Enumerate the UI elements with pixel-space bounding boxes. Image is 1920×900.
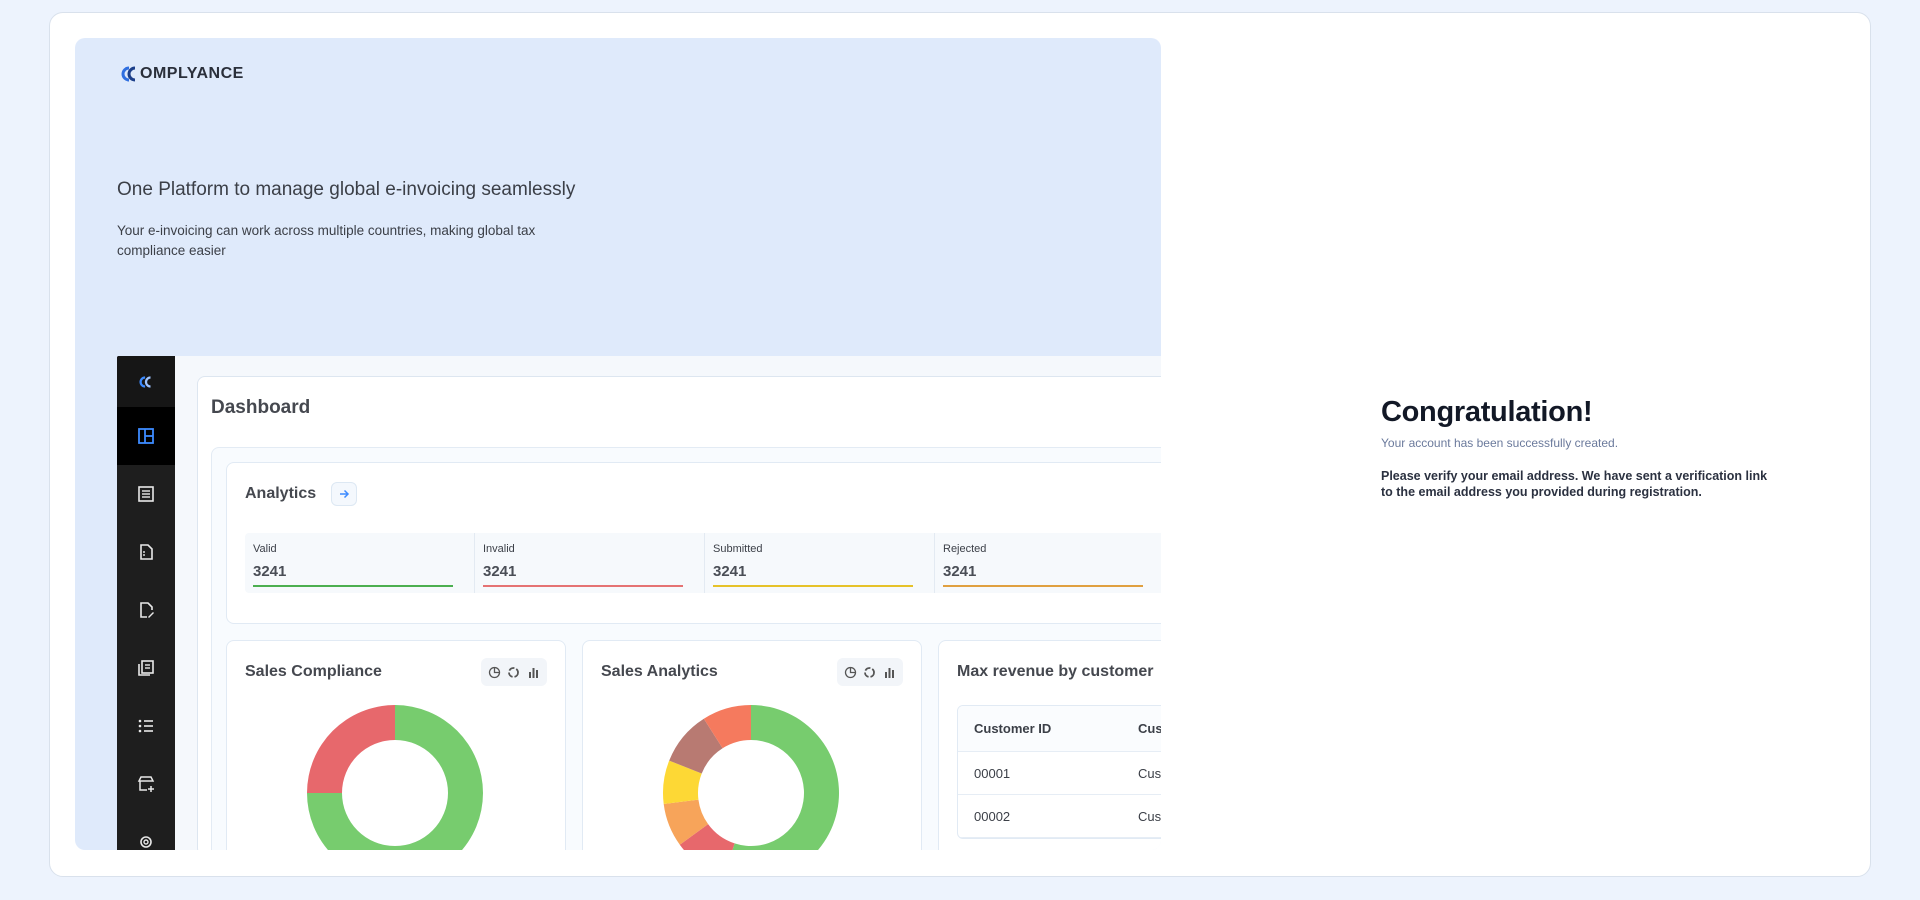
- chart-type-toggle: [837, 658, 903, 686]
- verification-instructions: Please verify your email address. We hav…: [1381, 469, 1768, 499]
- table-row[interactable]: 00001 Cust: [958, 752, 1161, 795]
- stat-label: Valid: [253, 543, 277, 555]
- list-document-icon: [138, 486, 154, 502]
- stat-value: 3241: [483, 563, 517, 580]
- table-cell: 00001: [974, 765, 1011, 781]
- logo-text: OMPLYANCE: [140, 65, 244, 82]
- stat-label: Rejected: [943, 543, 987, 555]
- sidebar-item-invoices[interactable]: [117, 465, 175, 523]
- promo-headline: One Platform to manage global e-invoicin…: [117, 179, 576, 200]
- sidebar-item-settings[interactable]: [117, 813, 175, 850]
- donut-slice: [663, 760, 702, 805]
- arrow-right-icon: [340, 489, 350, 499]
- column-header: Cust: [1138, 721, 1161, 736]
- donut-slice: [663, 799, 709, 845]
- donut-chart-toggle[interactable]: [863, 665, 877, 679]
- bar-chart-toggle[interactable]: [526, 665, 540, 679]
- sales-compliance-title: Sales Compliance: [245, 663, 382, 680]
- donut-slice: [307, 705, 483, 850]
- donut-slice: [732, 705, 839, 850]
- sidebar-logo: [117, 356, 175, 407]
- sales-analytics-card: Sales Analytics: [582, 640, 922, 850]
- stat-value: 3241: [253, 563, 287, 580]
- file-icon: [140, 544, 153, 560]
- confirmation-subtitle: Your account has been successfully creat…: [1381, 436, 1619, 450]
- sales-analytics-donut: [663, 705, 839, 850]
- pie-chart-toggle[interactable]: [488, 665, 502, 679]
- pie-chart-toggle[interactable]: [844, 665, 858, 679]
- table-cell: 00002: [974, 808, 1011, 824]
- dashboard-content: Analytics Valid 3241: [211, 447, 1161, 850]
- donut-slice: [307, 705, 395, 793]
- bar-chart-icon: [884, 667, 894, 678]
- sidebar-item-list[interactable]: [117, 697, 175, 755]
- analytics-open-button[interactable]: [331, 482, 357, 506]
- pie-icon: [845, 666, 857, 678]
- stat-invalid: Invalid 3241: [475, 533, 705, 593]
- stat-line: [253, 585, 453, 587]
- documents-icon: [138, 660, 154, 676]
- signup-card: OMPLYANCE One Platform to manage global …: [49, 12, 1871, 877]
- confirmation-message: Congratulation! Your account has been su…: [1381, 396, 1781, 500]
- stat-value: 3241: [943, 563, 977, 580]
- column-header: Customer ID: [974, 721, 1052, 736]
- bar-chart-icon: [528, 667, 538, 678]
- donut-chart-toggle[interactable]: [507, 665, 521, 679]
- sidebar-item-reports[interactable]: [117, 639, 175, 697]
- dashboard-sidebar: [117, 356, 175, 850]
- stat-line: [483, 585, 683, 587]
- donut-icon: [864, 666, 876, 678]
- donut-slice: [669, 718, 723, 774]
- table-cell: Cust: [1138, 808, 1161, 824]
- logo-icon: [121, 66, 136, 82]
- stat-valid: Valid 3241: [245, 533, 475, 593]
- sidebar-item-edit[interactable]: [117, 581, 175, 639]
- table-row[interactable]: 00002 Cust: [958, 795, 1161, 838]
- promo-panel: OMPLYANCE One Platform to manage global …: [75, 38, 1161, 850]
- donut-slice: [703, 705, 751, 749]
- table-header: Customer ID Cust: [958, 706, 1161, 752]
- sidebar-item-documents[interactable]: [117, 523, 175, 581]
- stat-line: [713, 585, 913, 587]
- donut-icon: [508, 666, 520, 678]
- layout-icon: [138, 428, 154, 444]
- pie-icon: [489, 666, 501, 678]
- sales-analytics-title: Sales Analytics: [601, 663, 718, 680]
- max-revenue-card: Max revenue by customer Customer ID Cust…: [938, 640, 1161, 850]
- promo-subline: Your e-invoicing can work across multipl…: [117, 223, 536, 258]
- file-edit-icon: [140, 602, 154, 618]
- stat-label: Submitted: [713, 543, 763, 555]
- max-revenue-title: Max revenue by customer: [957, 663, 1154, 680]
- sales-compliance-card: Sales Compliance: [226, 640, 566, 850]
- stat-line: [943, 585, 1143, 587]
- dashboard-title: Dashboard: [211, 397, 311, 418]
- table-cell: Cust: [1138, 765, 1161, 781]
- sales-compliance-donut: [307, 705, 483, 850]
- dashboard-preview: Dashboard Analytics Valid: [117, 356, 1161, 850]
- bar-chart-toggle[interactable]: [882, 665, 896, 679]
- logo-icon: [139, 375, 151, 388]
- confirmation-title: Congratulation!: [1381, 396, 1593, 428]
- chart-type-toggle: [481, 658, 547, 686]
- stat-rejected: Rejected 3241: [935, 533, 1161, 593]
- donut-slice: [679, 824, 735, 850]
- dashboard-main: Dashboard Analytics Valid: [197, 376, 1161, 850]
- settings-icon: [140, 836, 152, 848]
- stat-value: 3241: [713, 563, 747, 580]
- stat-submitted: Submitted 3241: [705, 533, 935, 593]
- complyance-logo: OMPLYANCE: [117, 65, 244, 83]
- stat-label: Invalid: [483, 543, 515, 555]
- analytics-stats: Valid 3241 Invalid 3241 Submitted: [245, 533, 1161, 593]
- analytics-card: Analytics Valid 3241: [226, 462, 1161, 624]
- revenue-table: Customer ID Cust 00001 Cust 00002 Cust: [957, 705, 1161, 839]
- analytics-title: Analytics: [245, 485, 317, 502]
- store-add-icon: [137, 776, 155, 792]
- sidebar-item-dashboard[interactable]: [117, 407, 175, 465]
- sidebar-item-store[interactable]: [117, 755, 175, 813]
- bullet-list-icon: [138, 719, 153, 733]
